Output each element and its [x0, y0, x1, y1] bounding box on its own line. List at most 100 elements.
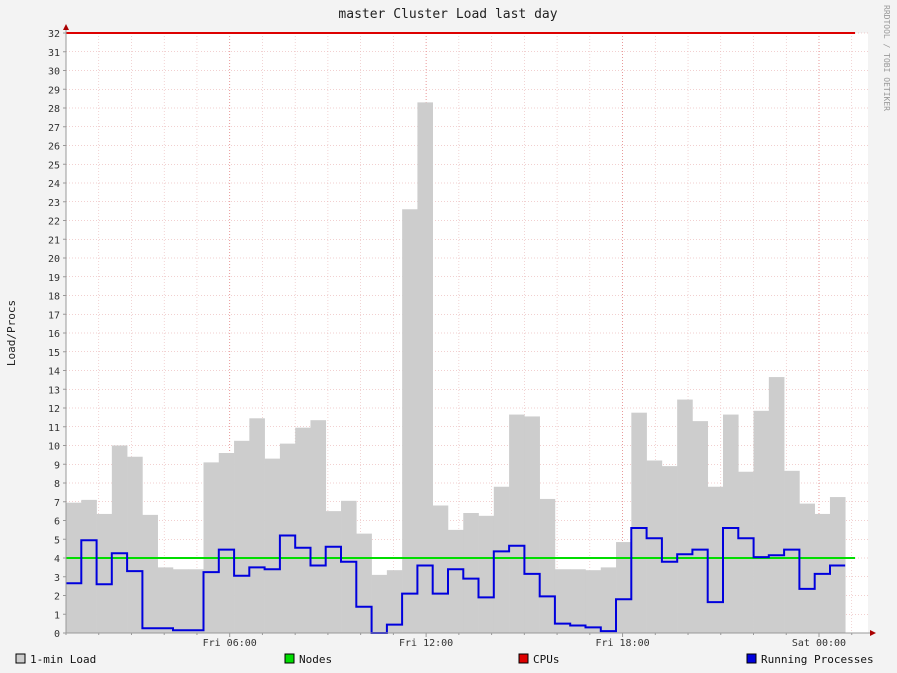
load-bar — [142, 514, 158, 633]
load-bar — [692, 421, 709, 633]
load-bar — [111, 445, 128, 633]
y-tick-label: 31 — [48, 48, 60, 59]
load-bar — [127, 456, 143, 633]
load-bar — [96, 513, 113, 633]
load-bar — [417, 102, 433, 633]
load-bar — [172, 569, 189, 633]
y-tick-label: 17 — [48, 310, 60, 321]
legend-swatch — [518, 653, 529, 664]
load-bar — [600, 567, 617, 633]
load-bar — [784, 470, 800, 633]
y-tick-label: 27 — [48, 123, 60, 134]
y-tick-label: 30 — [48, 67, 60, 78]
y-tick-label: 13 — [48, 385, 60, 396]
y-tick-label: 15 — [48, 348, 60, 359]
y-tick-label: 3 — [54, 573, 60, 584]
load-bar — [570, 569, 586, 633]
load-bar — [203, 462, 220, 633]
load-bar — [264, 458, 281, 633]
y-tick-label: 21 — [48, 235, 60, 246]
x-tick-label: Fri 12:00 — [399, 638, 453, 649]
y-tick-label: 10 — [48, 442, 60, 453]
x-tick-label: Sat 00:00 — [792, 638, 846, 649]
load-bar — [325, 511, 342, 633]
load-bar — [509, 414, 525, 633]
y-axis-arrow — [63, 24, 69, 30]
y-tick-label: 29 — [48, 85, 60, 96]
load-bar — [768, 377, 785, 633]
load-bar — [554, 569, 571, 633]
load-bar — [218, 453, 235, 633]
y-tick-label: 16 — [48, 329, 60, 340]
load-bar — [524, 416, 540, 633]
x-tick-label: Fri 18:00 — [595, 638, 649, 649]
load-bar — [753, 410, 770, 633]
load-bar — [723, 414, 739, 633]
y-tick-label: 11 — [48, 423, 60, 434]
load-bar — [188, 569, 204, 633]
y-tick-label: 5 — [54, 535, 60, 546]
load-bar — [646, 460, 663, 633]
load-bar — [234, 440, 250, 633]
y-tick-label: 32 — [48, 29, 60, 40]
legend-label: Nodes — [299, 653, 332, 666]
load-bar — [478, 515, 495, 633]
legend-swatch — [746, 653, 757, 664]
load-bar — [493, 486, 510, 633]
load-bar — [738, 471, 754, 633]
load-bar — [463, 513, 479, 633]
y-tick-label: 28 — [48, 104, 60, 115]
legend-label: CPUs — [533, 653, 560, 666]
load-bar — [310, 420, 327, 633]
y-tick-label: 23 — [48, 198, 60, 209]
y-tick-label: 14 — [48, 367, 60, 378]
load-bar — [447, 529, 464, 633]
legend-label: Running Processes — [761, 653, 874, 666]
y-tick-label: 24 — [48, 179, 60, 190]
legend-label: 1-min Load — [30, 653, 96, 666]
load-bar — [677, 399, 693, 633]
axis-layer — [63, 24, 876, 637]
load-bar — [799, 503, 815, 633]
y-tick-label: 19 — [48, 273, 60, 284]
y-axis-label: Load/Procs — [5, 300, 18, 366]
load-bar — [81, 499, 97, 633]
legend-swatch — [284, 653, 295, 664]
y-tick-label: 6 — [54, 517, 60, 528]
load-bar — [157, 567, 174, 633]
watermark-text: RRDTOOL / TOBI OETIKER — [882, 5, 891, 111]
load-bar — [616, 542, 632, 633]
y-tick-label: 20 — [48, 254, 60, 265]
y-tick-label: 22 — [48, 217, 60, 228]
y-tick-label: 26 — [48, 142, 60, 153]
load-bar — [707, 486, 724, 633]
load-bar — [279, 443, 296, 633]
load-bar — [371, 574, 388, 633]
running-processes-line — [66, 527, 846, 634]
x-tick-labels: Fri 06:00 Fri 12:00 Fri 18:00 Sat 00:00 — [203, 638, 846, 649]
chart-title: master Cluster Load last day — [338, 7, 557, 22]
load-bar — [356, 533, 372, 633]
y-tick-label: 4 — [54, 554, 60, 565]
y-tick-label: 8 — [54, 479, 60, 490]
x-tick-label: Fri 06:00 — [203, 638, 257, 649]
load-bar — [386, 570, 403, 633]
y-tick-label: 0 — [54, 629, 60, 640]
y-tick-label: 2 — [54, 592, 60, 603]
load-bar — [402, 209, 418, 633]
load-bar — [585, 570, 602, 633]
load-bar — [249, 418, 265, 633]
load-bar — [66, 502, 82, 633]
load-bar — [432, 505, 449, 633]
load-bar — [661, 466, 678, 633]
load-bar — [341, 500, 357, 633]
running-processes-layer — [66, 527, 846, 634]
load-bar — [631, 412, 647, 633]
y-tick-label: 1 — [54, 610, 60, 621]
y-tick-label: 12 — [48, 404, 60, 415]
load-bar — [539, 498, 556, 633]
load-area-layer — [66, 102, 846, 633]
legend: 1-min Load Nodes CPUs Running Processes — [15, 653, 874, 666]
